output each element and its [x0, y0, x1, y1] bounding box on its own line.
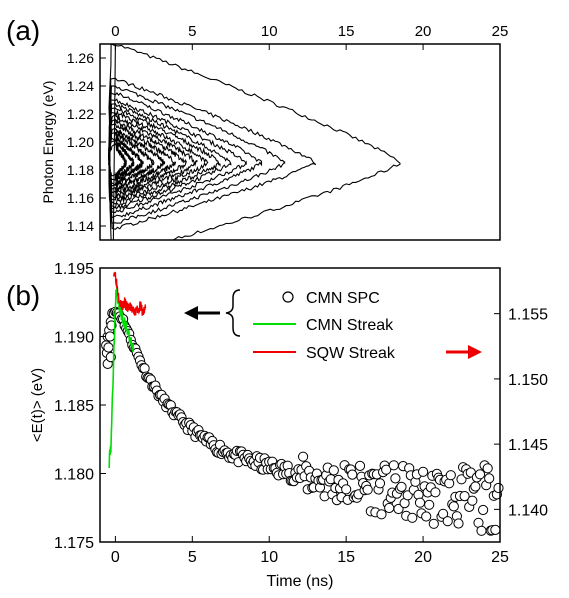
panel-a-y-label: Photon Energy (eV) [40, 81, 56, 204]
spc-point [104, 343, 113, 352]
spc-point [105, 332, 114, 341]
b-y-right-tick-label: 1.150 [508, 372, 548, 389]
spc-point [454, 519, 463, 528]
b-y-left-tick-label: 1.175 [54, 535, 94, 552]
contour-plot [109, 44, 400, 256]
panel-a-x-axis-top: 0 5 10 15 20 25 [111, 23, 508, 50]
spc-point [479, 505, 488, 514]
spc-point [375, 479, 384, 488]
legend: CMN SPC CMN Streak SQW Streak [253, 290, 396, 362]
spc-point [475, 470, 484, 479]
spc-point [443, 517, 452, 526]
a-y-tick-label: 1.22 [67, 106, 94, 122]
brace-annotation [226, 290, 240, 336]
left-axis-arrow [184, 306, 220, 320]
b-y-left-tick-label: 1.190 [54, 330, 94, 347]
b-y-left-tick-label: 1.180 [54, 467, 94, 484]
spc-point [471, 482, 480, 491]
spc-point [140, 364, 149, 373]
spc-point [431, 488, 440, 497]
right-axis-arrow [446, 345, 482, 359]
contour-line [109, 44, 400, 256]
a-y-tick-label: 1.18 [67, 162, 94, 178]
b-x-tick-label: 10 [260, 549, 278, 566]
spc-point [425, 500, 434, 509]
b-x-tick-label: 0 [111, 549, 120, 566]
b-x-tick-label: 20 [414, 549, 432, 566]
a-x-tick-label: 20 [415, 23, 432, 40]
b-x-tick-label: 15 [337, 549, 355, 566]
spc-point [363, 485, 372, 494]
b-y-right-tick-label: 1.155 [508, 307, 548, 324]
spc-point [468, 496, 477, 505]
a-x-tick-label: 25 [492, 23, 509, 40]
a-y-tick-label: 1.16 [67, 190, 94, 206]
spc-point [355, 461, 364, 470]
spc-point [449, 502, 458, 511]
a-y-tick-label: 1.24 [67, 78, 94, 94]
b-x-tick-label: 25 [491, 549, 509, 566]
spc-point [385, 503, 394, 512]
series-cmn-spc [102, 307, 504, 535]
legend-label-cmn-spc: CMN SPC [306, 290, 380, 307]
legend-label-cmn-streak: CMN Streak [306, 317, 394, 334]
spc-point [419, 467, 428, 476]
spc-point [483, 464, 492, 473]
panel-b-x-label: Time (ns) [267, 573, 334, 590]
legend-marker-cmn-spc [283, 292, 293, 302]
legend-label-sqw-streak: SQW Streak [306, 345, 396, 362]
spc-point [445, 479, 454, 488]
panel-a: (a) 0 5 10 15 20 25 1.14 1.16 1.18 1.20 1.22 1.24 1… [6, 15, 508, 256]
panel-b-y-label: <E(t)> (eV) [29, 368, 46, 442]
a-y-tick-label: 1.20 [67, 134, 94, 150]
spc-point [299, 452, 308, 461]
b-y-right-tick-label: 1.140 [508, 502, 548, 519]
spc-point [408, 513, 417, 522]
b-y-left-tick-label: 1.185 [54, 398, 94, 415]
spc-point [348, 470, 357, 479]
panel-b-y-axis-left: 1.175 1.180 1.185 1.190 1.195 [54, 261, 106, 552]
spc-point [446, 471, 455, 480]
spc-point [391, 474, 400, 483]
spc-point [429, 519, 438, 528]
panel-b-label: (b) [6, 280, 40, 311]
spc-point [415, 498, 424, 507]
panel-a-label: (a) [6, 15, 40, 46]
contour-line [113, 44, 115, 240]
a-y-tick-label: 1.26 [67, 50, 94, 66]
spc-point [494, 483, 503, 492]
spc-point [389, 461, 398, 470]
spc-point [329, 466, 338, 475]
a-x-tick-label: 10 [261, 23, 278, 40]
panel-b-x-axis: 0 5 10 15 20 25 [111, 536, 509, 566]
spc-point [422, 512, 431, 521]
b-x-tick-label: 5 [188, 549, 197, 566]
spc-point [477, 526, 486, 535]
spc-point [342, 485, 351, 494]
a-y-tick-label: 1.14 [67, 218, 94, 234]
spc-point [485, 474, 494, 483]
a-x-tick-label: 15 [338, 23, 355, 40]
a-x-tick-label: 0 [111, 23, 119, 40]
spc-point [397, 482, 406, 491]
panel-b: (b) 0 5 10 15 20 25 1.175 1.180 1.185 1.190 1.195… [6, 261, 548, 590]
spc-point [491, 525, 500, 534]
a-x-tick-label: 5 [188, 23, 196, 40]
b-y-right-tick-label: 1.145 [508, 437, 548, 454]
spc-point [377, 510, 386, 519]
b-y-left-tick-label: 1.195 [54, 261, 94, 278]
